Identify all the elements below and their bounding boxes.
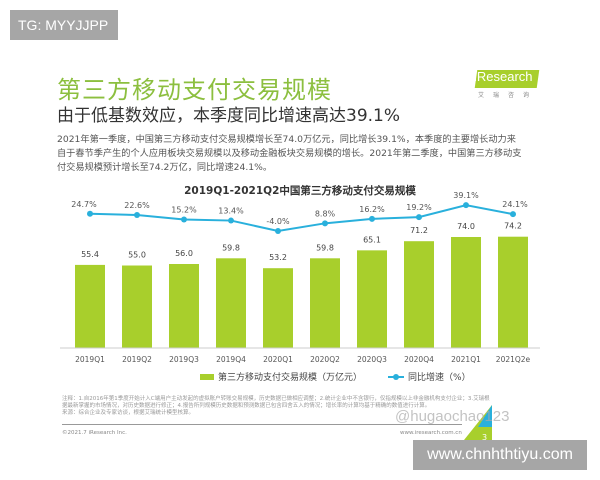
footnotes: 注释：1.自2016年第1季度开始计入C端用户主动发起的虚拟账户转账交易规模，历… bbox=[62, 396, 492, 417]
weibo-watermark: @hugaochao123 bbox=[395, 408, 510, 425]
page-subtitle: 由于低基数效应，本季度同比增速高达39.1% bbox=[57, 106, 401, 126]
legend-label-line: 同比增速（%） bbox=[408, 373, 471, 383]
x-tick-label: 2021Q2e bbox=[496, 355, 531, 364]
growth-point-2019Q2 bbox=[134, 212, 140, 219]
growth-label: 8.8% bbox=[315, 209, 336, 218]
bar-label: 71.2 bbox=[410, 226, 428, 235]
bar-2019Q4 bbox=[216, 258, 246, 348]
bar-2020Q4 bbox=[404, 241, 434, 348]
legend-item-bar: 第三方移动支付交易规模（万亿元） bbox=[200, 370, 362, 383]
growth-point-2019Q1 bbox=[87, 210, 93, 217]
growth-point-2020Q2 bbox=[322, 220, 328, 227]
page-title: 第三方移动支付交易规模 bbox=[57, 76, 332, 104]
bar-2021Q1 bbox=[451, 237, 481, 348]
copyright: ©2021.7 iResearch Inc. bbox=[62, 430, 127, 436]
growth-point-2021Q1 bbox=[463, 202, 469, 209]
x-tick-label: 2019Q3 bbox=[169, 355, 199, 364]
growth-label: 39.1% bbox=[453, 191, 479, 200]
tg-watermark: TG: MYYJJPP bbox=[10, 10, 118, 40]
x-tick-label: 2019Q4 bbox=[216, 355, 246, 364]
growth-label: 24.7% bbox=[71, 200, 97, 209]
page-corner: 3 bbox=[460, 405, 492, 445]
chart-title: 2019Q1-2021Q2中国第三方移动支付交易规模 bbox=[184, 184, 416, 197]
bar-2019Q3 bbox=[169, 264, 199, 348]
growth-label: 15.2% bbox=[171, 205, 197, 214]
growth-point-2020Q1 bbox=[275, 228, 281, 234]
source-text: 来源：综合企业及专家访谈，根据艾瑞统计模型核算。 bbox=[62, 410, 195, 416]
legend-swatch-line bbox=[388, 373, 405, 380]
bar-label: 55.4 bbox=[81, 250, 99, 259]
legend-swatch-bar bbox=[200, 373, 214, 380]
growth-point-2020Q4 bbox=[416, 214, 422, 221]
growth-label: 19.2% bbox=[406, 203, 432, 212]
bar-label: 53.2 bbox=[269, 253, 287, 262]
x-tick-label: 2019Q1 bbox=[75, 355, 105, 364]
footer-divider bbox=[62, 424, 462, 425]
site-watermark: www.chnhthtiyu.com bbox=[413, 440, 587, 470]
page-number: 3 bbox=[482, 433, 487, 442]
iresearch-logo: iResearch 艾瑞咨询 bbox=[470, 66, 542, 102]
bar-2019Q1 bbox=[75, 264, 105, 348]
x-tick-label: 2021Q1 bbox=[451, 355, 481, 364]
growth-label: 22.6% bbox=[124, 201, 150, 210]
x-tick-label: 2020Q4 bbox=[404, 355, 434, 364]
bar-label: 59.8 bbox=[316, 243, 334, 252]
growth-label: 13.4% bbox=[218, 207, 244, 216]
chart: 2019Q1-2021Q2中国第三方移动支付交易规模 55.4 2019Q1 24.… bbox=[60, 184, 540, 364]
notes-text: 注释：1.自2016年第1季度开始计入C端用户主动发起的虚拟账户转账交易规模，历… bbox=[62, 396, 490, 409]
bar-label: 55.0 bbox=[128, 251, 146, 260]
bar-label: 56.0 bbox=[175, 249, 193, 258]
chart-legend: 第三方移动支付交易规模（万亿元） 同比增速（%） bbox=[200, 370, 471, 383]
x-tick-label: 2020Q3 bbox=[357, 355, 387, 364]
growth-point-2021Q2e bbox=[510, 211, 516, 218]
growth-line bbox=[89, 204, 514, 233]
bar-2019Q2 bbox=[122, 265, 152, 348]
bar-label: 74.2 bbox=[504, 222, 522, 231]
summary-paragraph: 2021年第一季度，中国第三方移动支付交易规模增长至74.0万亿元，同比增长39… bbox=[57, 134, 522, 173]
x-tick-label: 2019Q2 bbox=[122, 355, 152, 364]
growth-point-2020Q3 bbox=[369, 215, 375, 222]
website-link: www.iresearch.com.cn bbox=[400, 430, 462, 436]
growth-label: -4.0% bbox=[266, 217, 290, 226]
bar-label: 74.0 bbox=[457, 222, 475, 231]
growth-point-2019Q3 bbox=[181, 216, 187, 223]
bar-2020Q1 bbox=[263, 268, 293, 348]
logo-text: iResearch bbox=[474, 69, 533, 84]
x-tick-label: 2020Q2 bbox=[310, 355, 340, 364]
bar-2020Q2 bbox=[310, 258, 340, 348]
logo-cn: 艾瑞咨询 bbox=[478, 92, 539, 99]
bar-label: 59.8 bbox=[222, 243, 240, 252]
legend-label-bar: 第三方移动支付交易规模（万亿元） bbox=[218, 373, 363, 383]
growth-label: 24.1% bbox=[502, 200, 528, 209]
growth-label: 16.2% bbox=[359, 205, 385, 214]
bar-2020Q3 bbox=[357, 250, 387, 348]
x-tick-label: 2020Q1 bbox=[263, 355, 293, 364]
bar-label: 65.1 bbox=[363, 235, 381, 244]
growth-point-2019Q4 bbox=[228, 217, 234, 224]
bar-2021Q2e bbox=[498, 236, 528, 348]
legend-item-line: 同比增速（%） bbox=[388, 370, 471, 383]
